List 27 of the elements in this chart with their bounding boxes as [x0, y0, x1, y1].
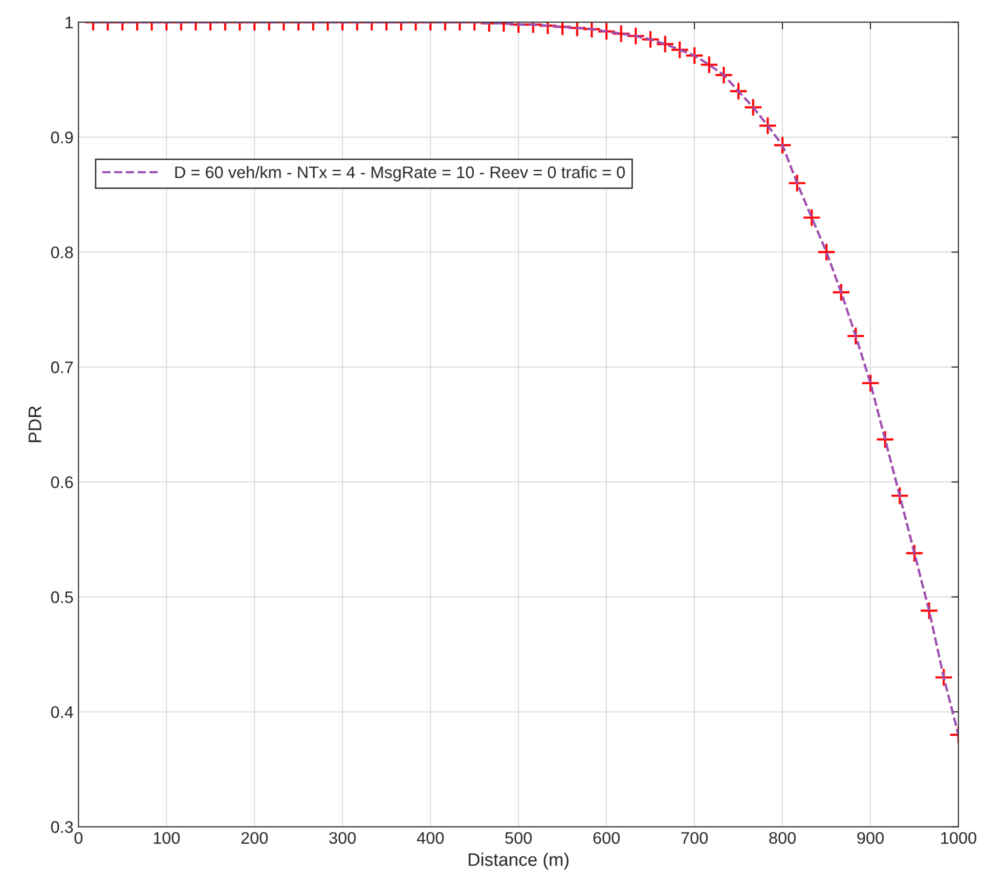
x-tick-label: 500 [505, 832, 532, 844]
x-axis-title: Distance (m) [468, 852, 569, 870]
x-tick-label: 200 [241, 832, 268, 844]
y-tick-label: 0.5 [51, 591, 73, 604]
x-tick-label: 300 [329, 832, 356, 844]
point [905, 544, 924, 563]
x-tick-label: 700 [681, 832, 708, 844]
x-tick-label: 800 [769, 832, 796, 844]
x-tick-label: 0 [74, 832, 82, 844]
point [934, 668, 954, 687]
y-tick-label: 1 [66, 16, 73, 28]
x-tick-label: 400 [416, 832, 444, 844]
point [890, 486, 910, 506]
x-tick-label: 600 [593, 832, 620, 844]
y-tick-label: 0.6 [51, 476, 73, 488]
x-tick-label: 1000 [941, 832, 976, 844]
y-tick-label: 0.9 [51, 132, 73, 144]
legend-label: D = 60 veh/km - NTx = 4 - MsgRate = 10 - Reev = 0 trafic = 0 [175, 166, 625, 182]
point [876, 430, 895, 449]
y-tick-label: 0.3 [51, 821, 73, 833]
y-tick-label: 0.4 [51, 706, 74, 718]
x-tick-label: 900 [857, 832, 884, 844]
y-tick-label: 0.7 [51, 361, 73, 374]
x-tick-label: 100 [154, 832, 180, 844]
y-axis-title: PDR [28, 406, 42, 442]
point [920, 601, 939, 620]
y-tick-label: 0.8 [51, 246, 73, 258]
